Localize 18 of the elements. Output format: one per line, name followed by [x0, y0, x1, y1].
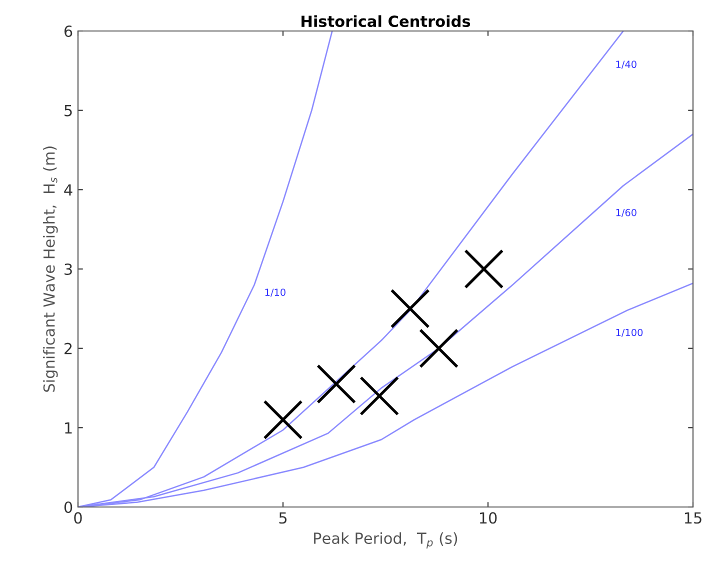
y-tick-label: 1: [65, 422, 72, 434]
series-label: 1/100: [616, 328, 643, 337]
y-tick-label: 0: [64, 501, 72, 514]
series-label: 1/40: [616, 60, 636, 69]
x-tick-label: 5: [279, 512, 287, 524]
series-label: 1/60: [616, 208, 636, 218]
x-axis-title: Peak Period, T$_{p}$ (s): [314, 532, 458, 549]
x-tick-label: 10: [480, 512, 497, 524]
y-tick-label: 2: [64, 342, 72, 354]
y-tick-label: 5: [64, 105, 72, 116]
series-label: 1/10: [265, 288, 286, 297]
chart-title: Historical Centroids: [302, 15, 470, 28]
y-axis-title: Significant Wave Height, H$_{s}$ (m): [43, 146, 58, 392]
x-tick-label: 15: [684, 512, 702, 524]
y-tick-label: 6: [64, 25, 72, 38]
y-tick-label: 3: [64, 263, 72, 276]
x-tick-label: 0: [74, 512, 82, 524]
y-tick-label: 4: [64, 184, 72, 196]
